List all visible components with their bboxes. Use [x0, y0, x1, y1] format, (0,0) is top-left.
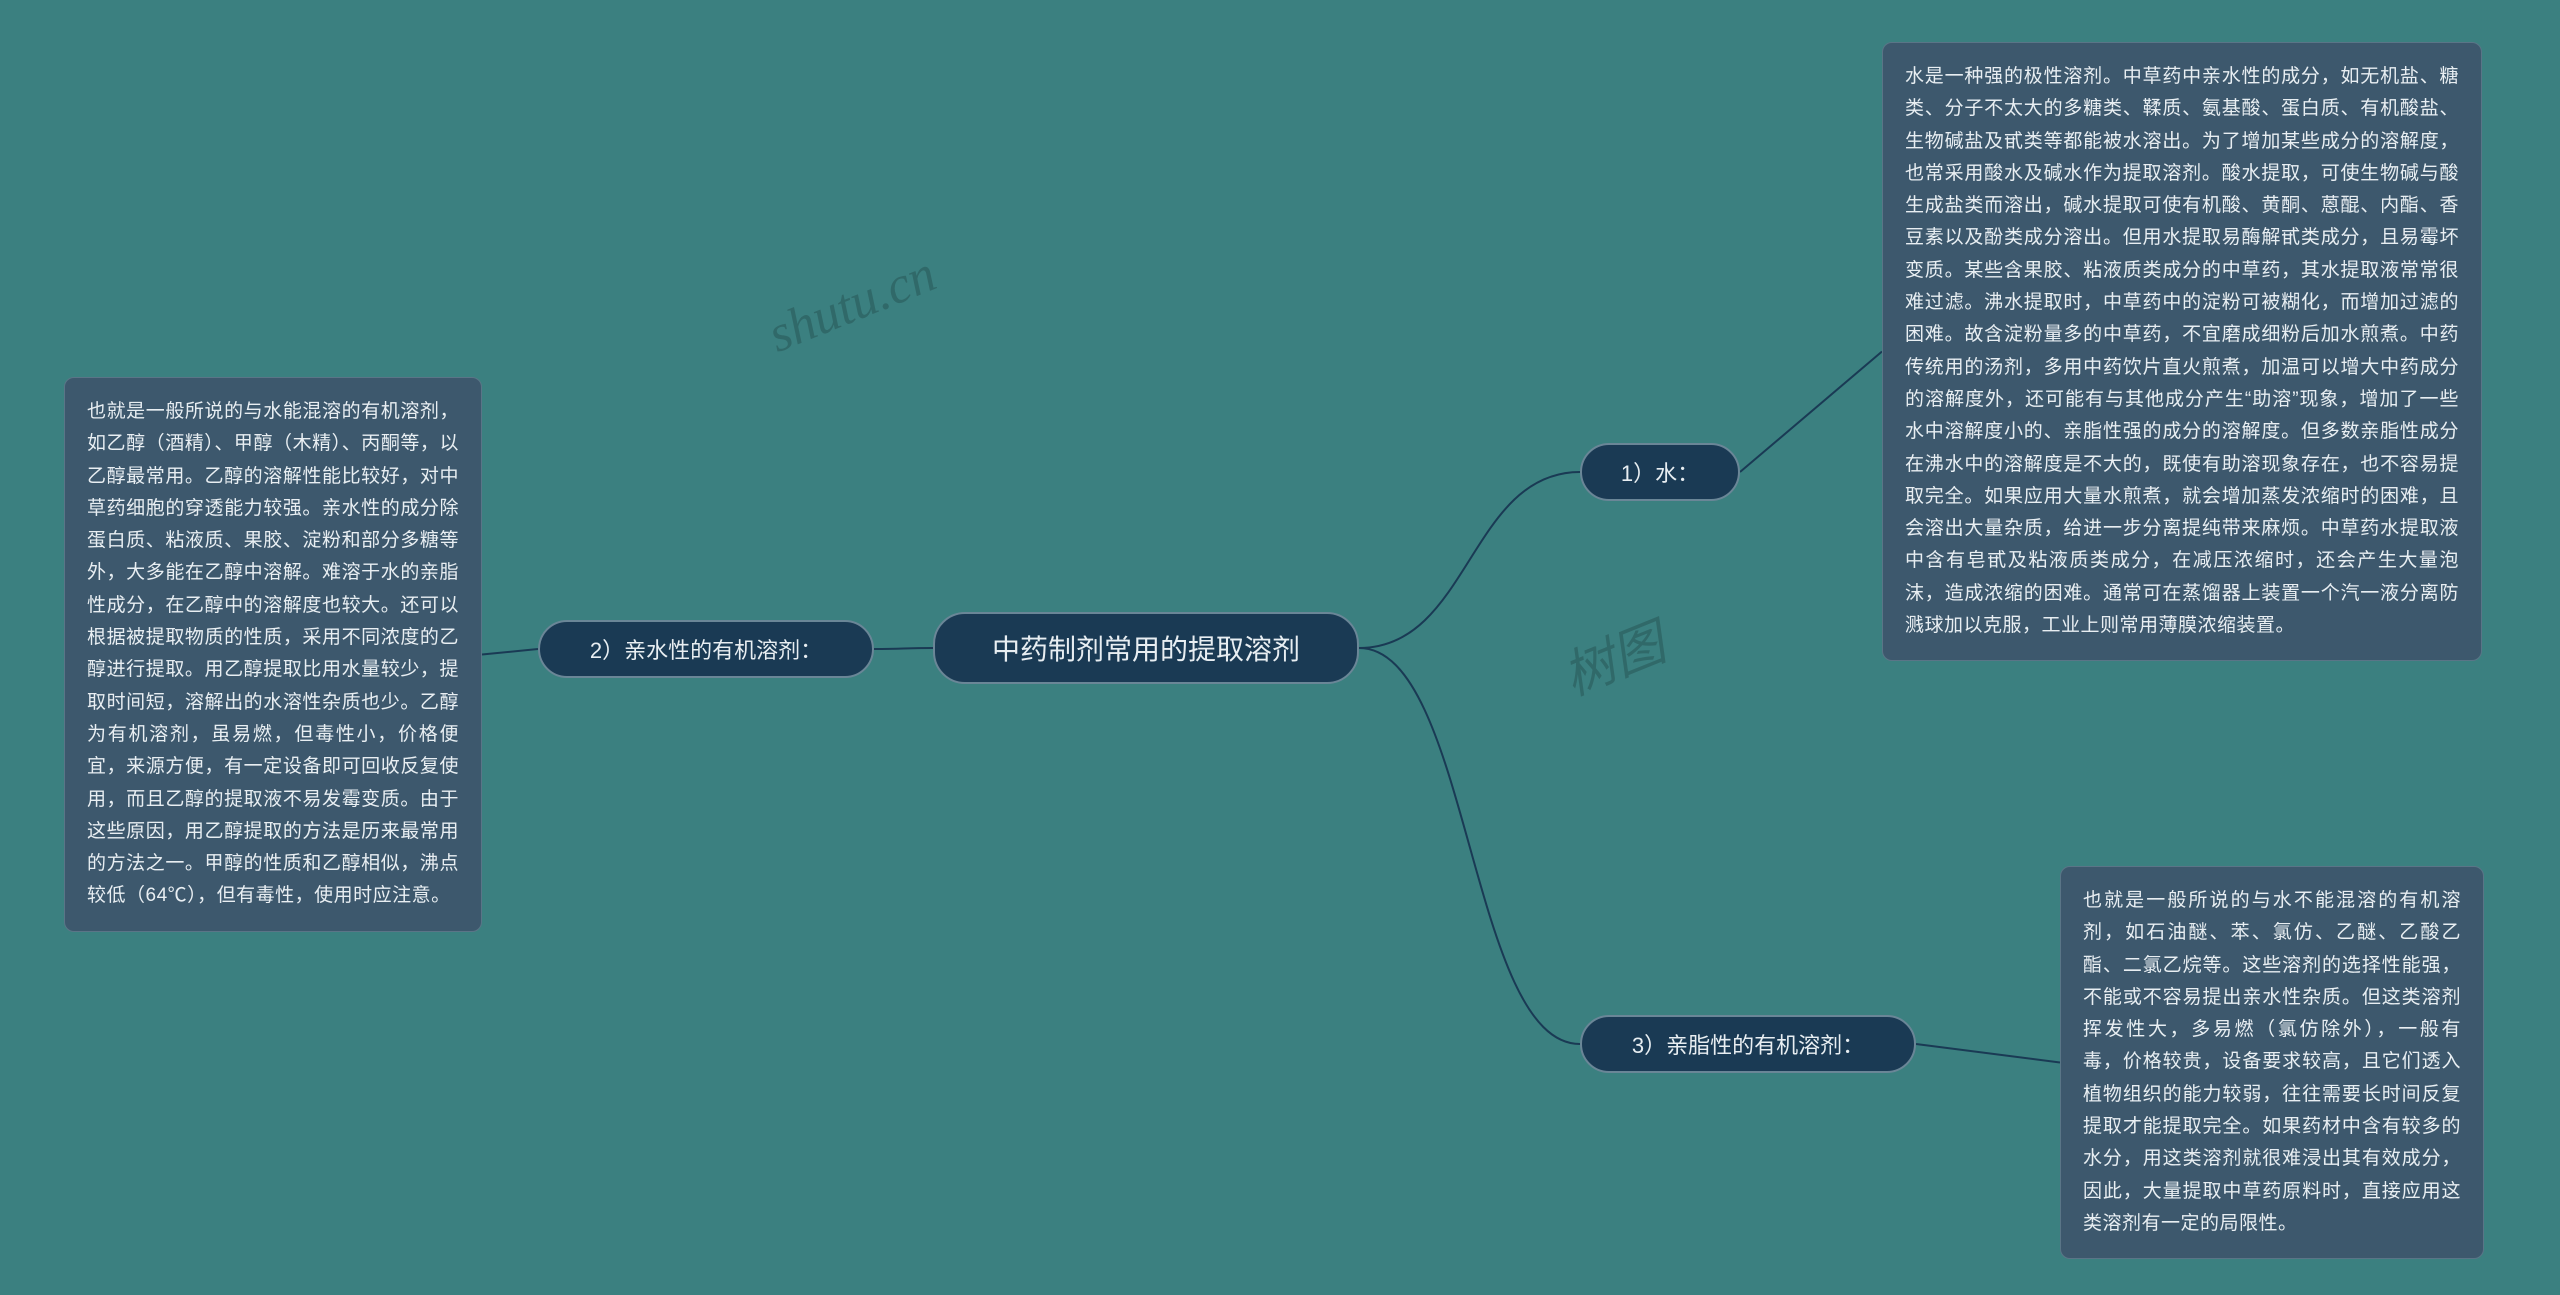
root-node[interactable]: 中药制剂常用的提取溶剂: [933, 612, 1359, 684]
watermark-1: 树图: [1550, 601, 1675, 710]
detail-box-hydrophilic: 也就是一般所说的与水能混溶的有机溶剂，如乙醇（酒精）、甲醇（木精）、丙酮等，以乙…: [64, 377, 482, 932]
branch-node-hydrophilic[interactable]: 2）亲水性的有机溶剂：: [538, 620, 874, 678]
detail-box-water: 水是一种强的极性溶剂。中草药中亲水性的成分，如无机盐、糖类、分子不太大的多糖类、…: [1882, 42, 2482, 661]
branch-node-water[interactable]: 1）水：: [1580, 443, 1740, 501]
mindmap-canvas: shutu.cn 树图 中药制剂常用的提取溶剂 1）水： 水是一种强的极性溶剂。中草药中…: [0, 0, 2560, 1295]
watermark-0: shutu.cn: [760, 245, 944, 365]
branch-node-lipophilic[interactable]: 3）亲脂性的有机溶剂：: [1580, 1015, 1916, 1073]
detail-box-lipophilic: 也就是一般所说的与水不能混溶的有机溶剂，如石油醚、苯、氯仿、乙醚、乙酸乙酯、二氯…: [2060, 866, 2484, 1259]
